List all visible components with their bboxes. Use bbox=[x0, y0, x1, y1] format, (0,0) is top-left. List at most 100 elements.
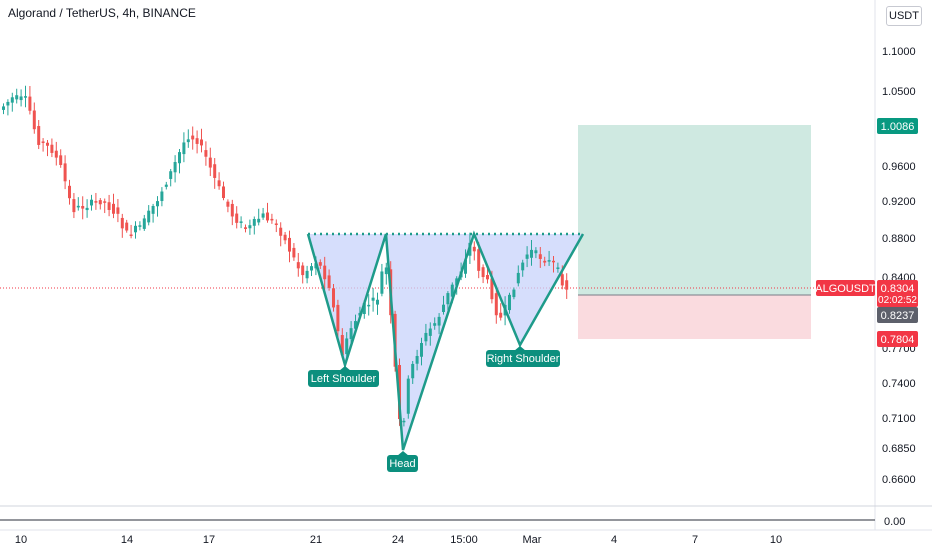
candle-body bbox=[301, 265, 305, 276]
candle-body bbox=[371, 297, 375, 301]
candle-body bbox=[46, 142, 49, 146]
candle-body bbox=[384, 267, 388, 275]
candle-body bbox=[547, 260, 551, 262]
y-tick-label: 0.8800 bbox=[882, 233, 916, 245]
candle-body bbox=[24, 96, 27, 98]
candle-body bbox=[6, 101, 10, 106]
candle-body bbox=[248, 225, 252, 229]
candle-body bbox=[274, 223, 278, 225]
candle-body bbox=[191, 135, 195, 140]
candle-body bbox=[28, 96, 32, 111]
left-shoulder-box bbox=[308, 370, 379, 387]
x-tick-label: 14 bbox=[121, 534, 133, 546]
chart-title: Algorand / TetherUS, 4h, BINANCE bbox=[8, 6, 196, 20]
candle-body bbox=[376, 299, 379, 305]
candle-body bbox=[112, 203, 115, 214]
candle-body bbox=[142, 218, 146, 229]
candle-body bbox=[107, 202, 111, 210]
candle-body bbox=[283, 234, 287, 241]
candle-body bbox=[164, 184, 168, 187]
current-price-box bbox=[877, 280, 918, 307]
candle-body bbox=[59, 155, 63, 165]
candle-body bbox=[446, 293, 450, 305]
stop-price-text: 0.7804 bbox=[881, 334, 915, 346]
x-tick-label: Mar bbox=[523, 534, 542, 546]
x-tick-label: 17 bbox=[203, 534, 215, 546]
price-label-target: 1.0086 bbox=[877, 118, 918, 134]
candle-body bbox=[98, 200, 102, 205]
y-tick-label: 0.7400 bbox=[882, 378, 916, 390]
candle-body bbox=[147, 210, 151, 223]
candle-body bbox=[336, 304, 340, 332]
candle-body bbox=[213, 164, 217, 178]
candle-body bbox=[420, 342, 423, 357]
candle-body bbox=[90, 199, 93, 206]
candle-body bbox=[406, 378, 410, 414]
candle-body bbox=[288, 237, 291, 252]
time-axis[interactable]: 10 14 17 21 24 15:00 Mar 4 7 10 bbox=[15, 534, 782, 546]
target-zone bbox=[578, 125, 811, 295]
y-tick-label: 0.00 bbox=[884, 516, 905, 528]
candle-body bbox=[486, 274, 489, 280]
y-tick-label: 0.9600 bbox=[882, 161, 916, 173]
candle-body bbox=[160, 191, 164, 202]
candle-body bbox=[261, 213, 265, 218]
candle-body bbox=[178, 152, 181, 164]
x-tick-label: 24 bbox=[392, 534, 404, 546]
x-tick-label: 4 bbox=[611, 534, 617, 546]
candle-body bbox=[450, 284, 454, 297]
candle-body bbox=[327, 275, 331, 288]
candle-body bbox=[556, 267, 560, 269]
candle-body bbox=[156, 201, 159, 207]
candle-body bbox=[292, 247, 296, 258]
candle-body bbox=[151, 205, 155, 214]
candle-body bbox=[499, 312, 503, 318]
target-price-box bbox=[877, 118, 918, 134]
candle-body bbox=[103, 201, 107, 203]
right-shoulder-pointer bbox=[514, 346, 526, 351]
candle-body bbox=[257, 218, 261, 223]
candle-body bbox=[437, 316, 441, 326]
y-tick-label: 0.7100 bbox=[882, 413, 916, 425]
candle-body bbox=[94, 201, 98, 203]
candle-body bbox=[169, 171, 173, 179]
candle-body bbox=[415, 355, 419, 364]
candle-body bbox=[424, 332, 428, 342]
candle-body bbox=[226, 201, 230, 207]
annotation-right-shoulder: Right Shoulder bbox=[486, 346, 560, 367]
countdown-text: 02:02:52 bbox=[878, 295, 917, 306]
candle-body bbox=[41, 141, 45, 143]
candle-body bbox=[543, 260, 547, 263]
candle-body bbox=[252, 219, 256, 226]
candle-body bbox=[63, 163, 67, 182]
candle-body bbox=[125, 222, 129, 231]
candle-body bbox=[217, 180, 221, 187]
candle-body bbox=[72, 199, 76, 213]
candle-body bbox=[433, 323, 437, 326]
candle-body bbox=[362, 303, 366, 315]
candle-body bbox=[472, 246, 476, 252]
candle-body bbox=[32, 110, 36, 130]
candle-body bbox=[173, 162, 177, 173]
current-price-text: 0.8304 bbox=[881, 283, 915, 295]
head-label: Head bbox=[389, 458, 415, 470]
candle-body bbox=[68, 185, 71, 199]
candle-body bbox=[402, 420, 406, 423]
candle-body bbox=[230, 203, 234, 217]
candle-body bbox=[345, 338, 349, 355]
candle-body bbox=[15, 95, 19, 100]
candle-body bbox=[279, 227, 283, 236]
y-tick-label: 1.1000 bbox=[882, 46, 916, 58]
annotation-head: Head bbox=[387, 451, 418, 472]
candle-body bbox=[494, 293, 498, 316]
candle-body bbox=[323, 265, 327, 280]
candle-body bbox=[490, 278, 494, 300]
candle-body bbox=[464, 259, 467, 274]
currency-button[interactable]: USDT bbox=[886, 6, 922, 26]
candle-body bbox=[120, 217, 124, 229]
candle-body bbox=[134, 225, 137, 233]
candle-body bbox=[525, 254, 529, 259]
candle-body bbox=[349, 328, 353, 340]
candle-body bbox=[2, 106, 5, 110]
